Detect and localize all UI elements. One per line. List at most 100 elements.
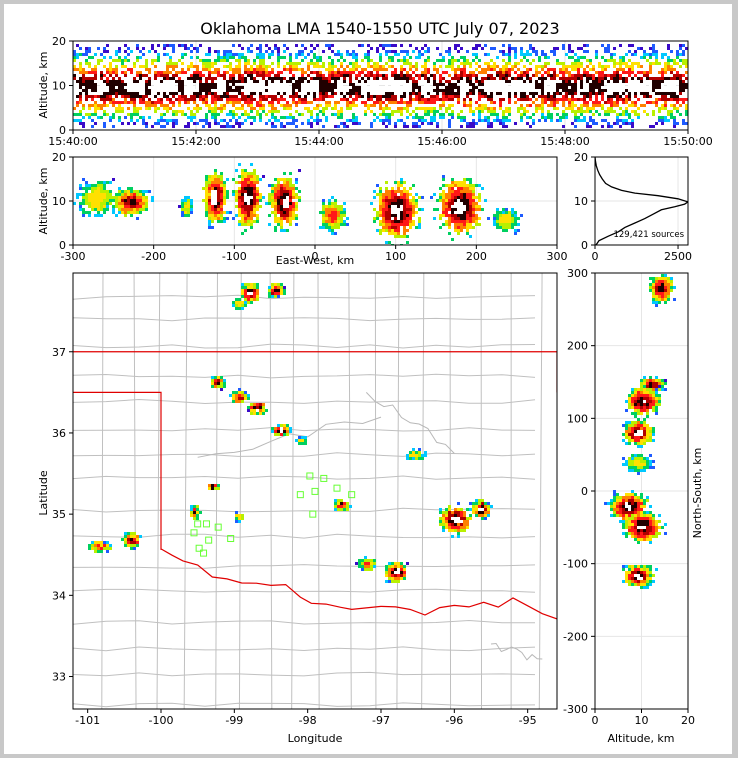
lma-station-marker <box>200 549 208 557</box>
lma-figure: Oklahoma LMA 1540-1550 UTC July 07, 2023… <box>37 19 713 745</box>
altitude-eastwest-ticks: -300 -200 -100 0 100 200 300 0 10 20 <box>52 151 568 263</box>
plan-view-x-tick-label: -96 <box>445 714 463 727</box>
county-line <box>183 273 188 709</box>
map-storm-cell <box>232 298 247 310</box>
altitude-histogram-plot <box>595 157 688 245</box>
county-line <box>215 273 218 709</box>
river-line <box>490 642 543 661</box>
county-line <box>73 702 536 708</box>
county-line <box>101 273 104 709</box>
ew-storm-cell <box>202 169 229 229</box>
county-line <box>396 273 400 709</box>
plan-view-y-tick-label: 34 <box>52 589 66 602</box>
plan-view-y-tick-label: 37 <box>52 346 66 359</box>
map-storm-cell <box>88 541 112 553</box>
northsouth-altitude-xlabel: Altitude, km <box>607 732 674 745</box>
plan-view-density <box>88 283 493 583</box>
altitude-histogram-y-tick-label: 10 <box>574 195 588 208</box>
county-line <box>73 619 536 625</box>
altitude-time-x-tick-label: 15:44:00 <box>294 135 343 148</box>
altitude-histogram-ticks: 0 2500 0 10 20 <box>574 151 692 263</box>
northsouth-altitude-y-tick-label: 100 <box>567 412 588 425</box>
altitude-histogram-x-tick-label: 0 <box>592 250 599 263</box>
altitude-eastwest-y-tick-label: 10 <box>52 195 66 208</box>
lma-station-marker <box>190 529 198 537</box>
state-boundary <box>73 351 557 620</box>
altitude-eastwest-x-tick-label: 300 <box>547 250 568 263</box>
lma-station-marker <box>214 523 222 531</box>
lma-station-marker <box>195 544 203 552</box>
lma-station-marker <box>306 472 314 480</box>
ns-storm-cell <box>649 274 676 307</box>
northsouth-altitude-density <box>595 273 688 709</box>
lma-station-marker <box>320 474 328 482</box>
county-line <box>421 273 425 709</box>
ew-storm-cell <box>229 163 265 235</box>
altitude-histogram-x-tick-label: 2500 <box>664 250 692 263</box>
altitude-eastwest-y-tick-label: 0 <box>59 239 66 252</box>
county-line <box>73 427 536 432</box>
lma-stations <box>190 472 356 557</box>
county-line <box>238 273 242 709</box>
river-line <box>365 392 455 454</box>
lma-station-marker <box>227 534 235 542</box>
altitude-time-y-tick-label: 0 <box>59 124 66 137</box>
northsouth-altitude-ticks: 0 10 20 -300 -200 -100 0 100 200 300 <box>563 267 695 727</box>
ew-storm-cell <box>370 178 424 245</box>
plan-view-ylabel: Latitude <box>37 470 50 516</box>
county-line <box>73 373 536 379</box>
map-storm-cell <box>334 499 352 511</box>
county-line <box>156 273 161 709</box>
northsouth-altitude-y-tick-label: 300 <box>567 267 588 280</box>
ns-storm-cell <box>622 565 658 589</box>
altitude-distribution-line <box>595 157 688 245</box>
plan-view-x-tick-label: -97 <box>372 714 390 727</box>
county-line <box>348 273 352 709</box>
map-storm-cell <box>229 388 250 403</box>
altitude-eastwest-x-tick-label: 0 <box>312 250 319 263</box>
river-lines <box>197 392 543 661</box>
altitude-time-density <box>73 41 688 130</box>
ns-storm-cell <box>622 418 655 448</box>
map-storm-cell <box>406 448 427 460</box>
map-storm-cell <box>190 505 202 520</box>
county-line <box>538 273 543 709</box>
altitude-eastwest-panel: -300 -200 -100 0 100 200 300 0 10 20 Altitude, km… <box>37 151 568 267</box>
altitude-eastwest-xlabel: East-West, km <box>276 254 354 267</box>
figure-frame: Oklahoma LMA 1540-1550 UTC July 07, 2023… <box>4 4 732 754</box>
lma-station-marker <box>205 536 213 544</box>
altitude-histogram-panel: 0 2500 0 10 20 129,421 sources <box>574 151 692 263</box>
ns-storm-cell <box>622 511 667 544</box>
county-line <box>133 273 137 709</box>
county-lines <box>73 273 543 709</box>
altitude-eastwest-y-tick-label: 20 <box>52 151 66 164</box>
lma-station-marker <box>194 520 202 528</box>
altitude-eastwest-ylabel: Altitude, km <box>37 167 50 234</box>
altitude-time-ticks: 15:40:00 15:42:00 15:44:00 15:46:00 15:48:00… <box>48 35 712 148</box>
altitude-time-y-tick-label: 10 <box>52 80 66 93</box>
plan-view-xlabel: Longitude <box>288 732 343 745</box>
altitude-histogram-y-tick-label: 0 <box>581 239 588 252</box>
county-line <box>73 533 536 539</box>
plan-view-y-tick-label: 33 <box>52 671 66 684</box>
map-storm-cell <box>208 484 220 490</box>
ew-storm-cell <box>493 208 523 235</box>
county-line <box>73 671 536 677</box>
county-line <box>73 507 536 513</box>
map-storm-cell <box>472 499 493 520</box>
map-storm-cell <box>355 556 376 571</box>
northsouth-altitude-panel: 0 10 20 -300 -200 -100 0 100 200 300 North-South,… <box>563 267 704 745</box>
altitude-time-x-tick-label: 15:46:00 <box>417 135 466 148</box>
oklahoma-boundary <box>73 351 557 620</box>
plan-view-x-tick-label: -100 <box>149 714 174 727</box>
altitude-eastwest-density <box>73 157 557 245</box>
plan-view-x-tick-label: -99 <box>225 714 243 727</box>
northsouth-altitude-x-tick-label: 20 <box>681 714 695 727</box>
chart-title: Oklahoma LMA 1540-1550 UTC July 07, 2023 <box>200 19 559 38</box>
map-storm-cell <box>268 283 286 298</box>
plan-view-y-tick-label: 35 <box>52 508 66 521</box>
altitude-time-x-tick-label: 15:40:00 <box>48 135 97 148</box>
plan-view-x-tick-label: -98 <box>299 714 317 727</box>
ew-storm-cell <box>112 187 154 220</box>
northsouth-altitude-x-tick-label: 0 <box>592 714 599 727</box>
